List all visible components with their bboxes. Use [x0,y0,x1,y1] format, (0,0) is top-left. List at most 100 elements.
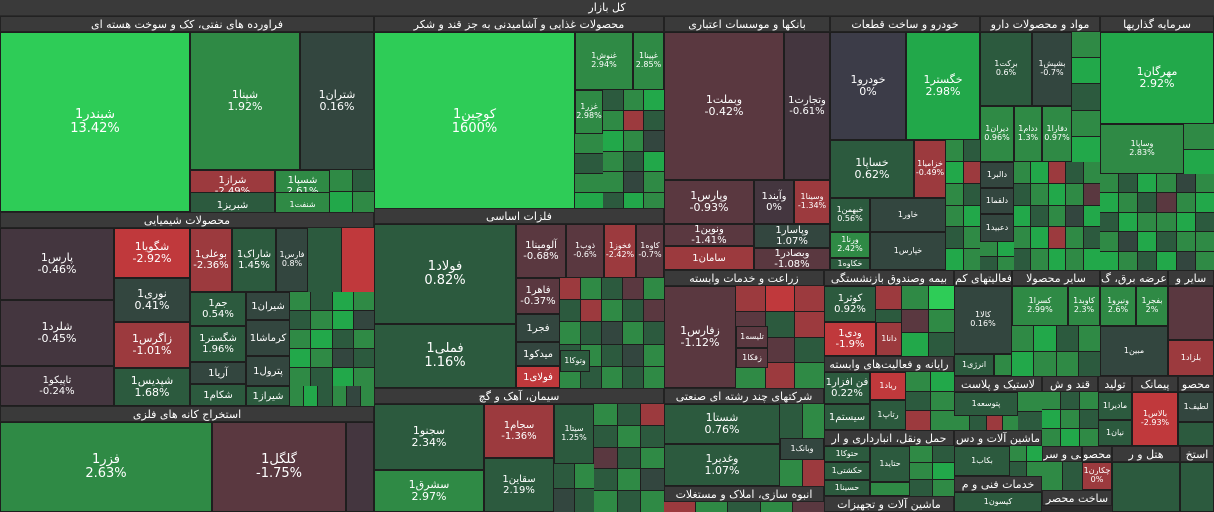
ticker-tile[interactable]: سیستم1 [824,404,870,430]
sector-title[interactable]: محصو [1082,446,1112,462]
sector-title[interactable]: عرضه برق، گ [1100,270,1168,286]
sector-title[interactable]: ماشین آلات و دس [954,430,1042,446]
ticker-tile[interactable]: بالاس1 -2.93% [1132,392,1178,446]
ticker-tile[interactable]: وتجارت1 -0.61% [784,32,830,180]
sector-title[interactable]: قند و ش [1042,376,1098,392]
ticker-tile[interactable]: حتاید1 [870,446,910,482]
sector-title[interactable]: رایانه و فعالیت‌های وابسته [824,356,954,372]
sector-title[interactable]: کاشی و سر [1042,446,1082,462]
ticker-tile[interactable]: مبین1 [1100,326,1168,376]
ticker-tile[interactable]: شپدیس1 1.68% [114,368,190,406]
ticker-tile[interactable]: کسرا1 2.99% [1012,286,1068,326]
ticker-tile[interactable]: کاوه1 -0.7% [636,224,664,278]
ticker-tile[interactable]: فملی1 1.16% [374,324,516,388]
ticker-tile[interactable]: میدکو1 [516,342,560,366]
ticker-tile[interactable] [1180,462,1214,512]
ticker-tile[interactable]: مادیرا1 [1098,392,1132,420]
ticker-tile[interactable]: ددام1 1.3% [1014,106,1042,162]
ticker-tile[interactable]: غپینا1 2.85% [633,32,664,90]
ticker-tile[interactable]: کوچین1 1600% [374,32,575,212]
ticker-tile[interactable]: خزامیا1 -0.49% [914,140,946,198]
ticker-tile[interactable]: دیران1 0.96% [980,106,1014,162]
sector-title[interactable]: تولید [1098,376,1132,392]
ticker-tile[interactable]: خودرو1 0% [830,32,906,140]
ticker-tile[interactable]: فجر1 [516,314,560,342]
ticker-tile[interactable]: کرماشا1 [246,320,290,356]
sector-title[interactable]: لاستیک و پلاست [954,376,1042,392]
ticker-tile[interactable]: فخوز1 -2.42% [604,224,636,278]
ticker-tile[interactable]: سشرق1 2.97% [374,470,484,512]
ticker-tile[interactable]: آلومینا1 -0.68% [516,224,566,278]
ticker-tile[interactable]: دفارا1 0.97% [1042,106,1072,162]
ticker-tile[interactable]: بفجر1 2% [1136,286,1168,326]
ticker-tile[interactable]: سجنو1 2.34% [374,404,484,470]
sector-title[interactable]: محصو [1178,376,1214,392]
sector-title[interactable]: بیمه وصندوق بازنشستگی [824,270,954,286]
ticker-tile[interactable]: کیسون1 [954,492,1042,512]
ticker-tile[interactable]: رتاپ1 [870,400,906,430]
ticker-tile[interactable]: پارس1 -0.46% [0,228,114,300]
ticker-tile[interactable] [1168,286,1214,340]
sector-title[interactable]: بانکها و موسسات اعتباری [664,16,830,32]
ticker-tile[interactable]: خاور1 [870,198,946,232]
ticker-tile[interactable]: وبملت1 -0.42% [664,32,784,180]
sector-title[interactable]: خدمات فنی و م [954,476,1042,492]
sector-title[interactable]: سایر محصولا [1012,270,1100,286]
ticker-tile[interactable]: ریاد1 [870,372,906,400]
ticker-tile[interactable]: وغدیر1 1.07% [664,444,780,486]
ticker-tile[interactable]: بکاب1 [954,446,1010,476]
sector-title[interactable]: انبوه سازی، املاک و مستغلات [664,486,824,502]
ticker-tile[interactable]: شگستر1 1.96% [190,326,246,362]
sector-title[interactable]: فراورده های نفتی، کک و سوخت هسته ای [0,16,374,32]
ticker-tile[interactable]: حکشتی1 [824,462,870,480]
ticker-tile[interactable]: سجام1 -1.36% [484,404,554,458]
ticker-tile[interactable]: وپارس1 -0.93% [664,180,754,224]
ticker-tile[interactable]: سیتا1 1.25% [554,404,594,464]
ticker-tile[interactable]: سقاین1 2.19% [484,458,554,512]
ticker-tile[interactable]: فن افزار1 0.22% [824,372,870,404]
ticker-tile[interactable]: شلرد1 -0.45% [0,300,114,366]
ticker-tile[interactable] [1178,422,1214,446]
ticker-tile[interactable]: بوعلی1 -2.36% [190,228,232,292]
ticker-tile[interactable]: حسینا1 [824,480,870,496]
ticker-tile[interactable]: زفارس1 -1.12% [664,286,736,388]
ticker-tile[interactable]: وآیند1 0% [754,180,794,224]
ticker-tile[interactable]: خساپا1 0.62% [830,140,914,198]
ticker-tile[interactable]: وپاسار1 1.07% [754,224,830,248]
ticker-tile[interactable]: فولاد1 0.82% [374,224,516,324]
ticker-tile[interactable]: ذوب1 -0.6% [566,224,604,278]
ticker-tile[interactable]: شاراک1 1.45% [232,228,276,292]
ticker-tile[interactable]: شیران1 [246,292,290,320]
sector-title[interactable]: فعالیتهای کم [954,270,1012,286]
ticker-tile[interactable]: انرژی1 [954,354,994,376]
ticker-tile[interactable] [994,354,1012,376]
ticker-tile[interactable]: ونیرو1 2.6% [1100,286,1136,326]
ticker-tile[interactable]: بلزاد1 [1168,340,1214,376]
sector-title[interactable]: سایر و [1168,270,1214,286]
ticker-tile[interactable]: پترول1 [246,356,290,386]
ticker-tile[interactable]: برکت1 0.6% [980,32,1032,106]
ticker-tile[interactable]: ودی1 -1.9% [824,322,876,356]
ticker-tile[interactable]: وساپا1 2.83% [1100,124,1184,174]
ticker-tile[interactable]: شتران1 0.16% [300,32,374,170]
ticker-tile[interactable]: خبهمن1 0.56% [830,198,870,232]
ticker-tile[interactable]: وسینا1 -1.34% [794,180,830,224]
ticker-tile[interactable] [346,422,374,512]
ticker-tile[interactable]: دانا1 [876,322,902,356]
sector-title[interactable]: ماشین آلات و تجهیزات [824,496,954,512]
ticker-tile[interactable]: وبانک1 [780,438,824,460]
ticker-tile[interactable]: نیان1 [1098,420,1132,446]
ticker-tile[interactable]: فزر1 2.63% [0,422,212,512]
sector-title[interactable]: استخراج کانه های فلزی [0,406,374,422]
ticker-tile[interactable]: بشپش1 -0.7% [1032,32,1072,106]
ticker-tile[interactable]: کالا1 0.16% [954,286,1012,354]
ticker-tile[interactable]: شگویا1 -2.92% [114,228,190,278]
ticker-tile[interactable]: ونوین1 -1.41% [664,224,754,246]
ticker-tile[interactable]: شپنا1 1.92% [190,32,300,170]
ticker-tile[interactable]: کوثر1 0.92% [824,286,876,322]
ticker-tile[interactable]: زفکا1 [736,348,768,368]
ticker-tile[interactable]: شستا1 0.76% [664,404,780,444]
ticker-tile[interactable]: مهرگان1 2.92% [1100,32,1214,124]
ticker-tile[interactable]: دعبید1 [980,214,1014,242]
ticker-tile[interactable]: پتوسعه1 [954,392,1018,416]
